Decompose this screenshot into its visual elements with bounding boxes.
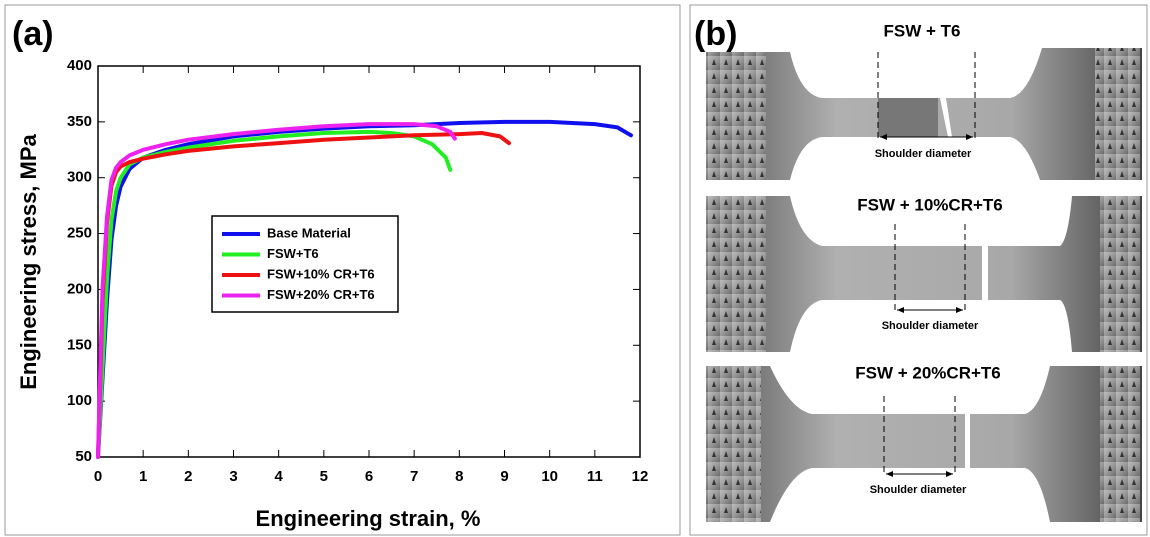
x-tick-label: 0 bbox=[94, 468, 102, 485]
x-tick-label: 5 bbox=[320, 468, 328, 485]
y-axis-label: Engineering stress, MPa bbox=[16, 133, 41, 389]
y-tick-label: 400 bbox=[67, 57, 92, 74]
legend: Base Material FSW+T6 FSW+10% CR+T6 FSW+20% … bbox=[211, 215, 399, 313]
specimen-title: FSW + 20%CR+T6 bbox=[855, 363, 1001, 382]
x-tick-label: 7 bbox=[410, 468, 418, 485]
legend-label: FSW+20% CR+T6 bbox=[267, 287, 375, 302]
x-tick-label: 10 bbox=[541, 468, 558, 485]
x-tick-label: 4 bbox=[274, 468, 283, 485]
specimen-note: Shoulder diameter bbox=[870, 484, 967, 496]
series-line bbox=[96, 119, 633, 459]
x-tick-label: 11 bbox=[587, 468, 603, 485]
specimen-photo bbox=[706, 48, 1142, 180]
legend-label: FSW+10% CR+T6 bbox=[267, 266, 375, 281]
series-line bbox=[96, 122, 457, 459]
panel-a-frame bbox=[4, 4, 681, 536]
specimen-photo bbox=[706, 366, 1142, 522]
specimen-title: FSW + T6 bbox=[884, 21, 961, 40]
x-tick-label: 12 bbox=[632, 468, 649, 485]
y-tick-label: 50 bbox=[75, 448, 92, 465]
specimen-note: Shoulder diameter bbox=[875, 148, 972, 160]
y-tick-label: 250 bbox=[67, 225, 92, 242]
x-tick-label: 3 bbox=[229, 468, 237, 485]
specimen-title: FSW + 10%CR+T6 bbox=[857, 195, 1003, 214]
x-tick-label: 9 bbox=[500, 468, 508, 485]
legend-label: FSW+T6 bbox=[267, 246, 319, 261]
x-tick-label: 2 bbox=[184, 468, 192, 485]
x-tick-label: 1 bbox=[139, 468, 147, 485]
y-tick-label: 200 bbox=[67, 280, 92, 297]
x-tick-label: 6 bbox=[365, 468, 373, 485]
y-tick-label: 300 bbox=[67, 169, 92, 186]
x-axis-label: Engineering strain, % bbox=[256, 506, 481, 531]
legend-label: Base Material bbox=[267, 225, 351, 240]
panel-b-frame bbox=[689, 4, 1148, 536]
y-tick-label: 150 bbox=[67, 336, 92, 353]
specimen-photo bbox=[706, 196, 1142, 352]
y-tick-label: 350 bbox=[67, 113, 92, 130]
panel-label: (a) bbox=[12, 15, 54, 53]
y-tick-label: 100 bbox=[67, 392, 92, 409]
specimen-note: Shoulder diameter bbox=[882, 320, 979, 332]
x-tick-label: 8 bbox=[455, 468, 463, 485]
panel-label: (b) bbox=[694, 15, 737, 53]
